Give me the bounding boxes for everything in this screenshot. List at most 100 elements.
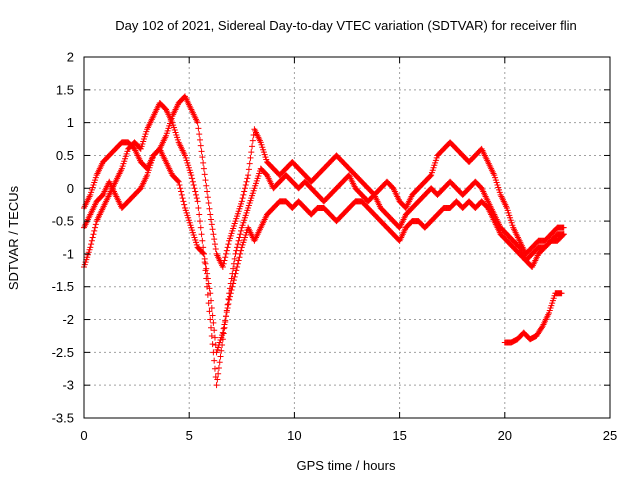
data-point [427,172,434,179]
y-tick-label: 1 [67,115,74,130]
y-tick-label: -3.5 [52,411,74,426]
data-point [223,250,230,257]
data-point [197,142,204,149]
data-point [210,231,217,238]
data-point [237,231,244,238]
data-point [224,301,231,308]
data-point [218,347,225,354]
data-point [249,143,256,150]
data-point [200,165,207,172]
data-point [91,227,98,234]
data-point [174,177,181,184]
data-point [206,205,213,212]
data-point [211,241,218,248]
data-point [559,232,566,239]
data-point [219,264,226,271]
x-tick-label: 10 [287,428,301,443]
data-point [90,231,97,238]
data-point [229,270,236,277]
data-point [211,365,218,372]
data-point [231,273,238,280]
data-point [198,148,205,155]
data-point [560,231,567,238]
data-point [232,250,239,257]
data-point [204,283,211,290]
data-point [204,270,211,277]
data-point [219,341,226,348]
data-point [234,264,241,271]
y-tick-label: 2 [67,50,74,65]
x-tick-label: 15 [392,428,406,443]
data-point [211,327,218,334]
data-point [180,198,187,205]
y-tick-label: 0 [67,181,74,196]
y-tick-label: 0.5 [56,148,74,163]
data-point [226,290,233,297]
data-point [200,250,207,257]
data-point [219,336,226,343]
data-point [181,201,188,208]
data-point [200,159,207,166]
y-axis-label: SDTVAR / TECUs [6,185,21,290]
data-point [176,181,183,188]
data-point [215,370,222,377]
data-point [205,280,212,287]
x-axis-ticks: 0 5 10 15 20 25 [80,57,617,443]
data-point [222,254,229,261]
data-point [235,237,242,244]
data-point [209,341,216,348]
data-point [178,191,185,198]
data-point [201,171,208,178]
data-point [197,224,204,231]
x-tick-label: 25 [603,428,617,443]
data-point [92,224,99,231]
data-point [210,319,217,326]
data-point [196,211,203,218]
data-point [194,198,201,205]
data-point [219,329,226,336]
data-point [198,231,205,238]
y-tick-label: -2.5 [52,345,74,360]
data-point [206,308,213,315]
data-point [178,188,185,195]
data-point [223,307,230,314]
data-point [205,200,212,207]
data-point [192,188,199,195]
data-point [241,188,248,195]
data-point [201,259,208,266]
data-point [208,221,215,228]
data-points [81,93,567,389]
data-point [193,191,200,198]
x-axis-label: GPS time / hours [297,458,396,473]
data-point [221,257,228,264]
data-point [234,241,241,248]
data-point [243,178,250,185]
data-point [558,290,565,297]
data-point [204,291,211,298]
data-point [89,234,96,241]
data-point [204,188,211,195]
data-point [194,119,201,126]
y-tick-label: -2 [62,312,74,327]
data-point [88,241,95,248]
data-point [191,185,198,192]
data-point [231,255,238,262]
data-point [199,154,206,161]
data-point [246,160,253,167]
data-point [245,166,252,173]
data-point [209,312,216,319]
data-point [207,316,214,323]
data-point [87,244,94,251]
data-point [245,172,252,179]
data-point [244,175,251,182]
data-point [238,227,245,234]
data-point [238,198,245,205]
data-point [209,226,216,233]
data-point [230,265,237,272]
data-point [220,260,227,267]
data-point [203,275,210,282]
data-point [195,125,202,132]
data-point [208,305,215,312]
data-point [226,296,233,303]
